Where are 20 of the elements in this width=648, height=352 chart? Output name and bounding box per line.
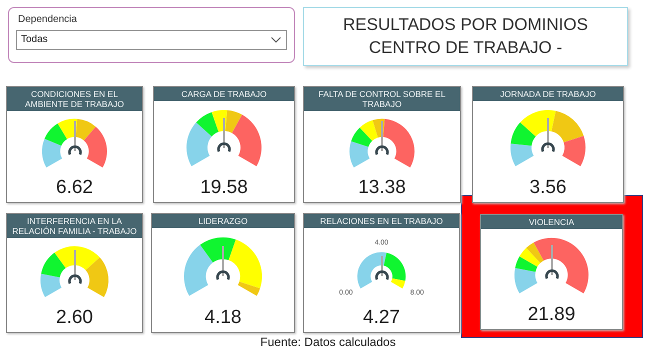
text: 19.58 <box>199 176 249 200</box>
text: 2.60 <box>55 306 94 330</box>
text: 4.27 <box>362 306 401 330</box>
text: 13.38 <box>357 176 407 200</box>
text: Dependencia <box>18 14 77 25</box>
text: 6.62 <box>55 176 94 200</box>
chart-title: RELACIONES EN EL TRABAJO <box>304 214 459 228</box>
text: 21.89 <box>526 303 576 327</box>
chart-title: CARGA DE TRABAJO <box>154 87 294 101</box>
chart-title: LIDERAZGO <box>152 214 294 228</box>
chart-title: FALTA DE CONTROL SOBRE EL TRABAJO <box>304 87 460 111</box>
text: RESULTADOS POR DOMINIOS CENTRO DE TRABAJO - <box>303 7 628 66</box>
chart-title: JORNADA DE TRABAJO <box>473 87 623 101</box>
source-note: Fuente: Datos calculados <box>259 335 397 349</box>
text: 3.56 <box>528 176 568 200</box>
text: Todas <box>21 34 48 45</box>
chart-title: CONDICIONES EN EL AMBIENTE DE TRABAJO <box>7 87 142 111</box>
chart-title: INTERFERENCIA EN LA RELACIÓN FAMILIA - TRABAJO <box>7 214 142 238</box>
text: 4.18 <box>204 306 242 330</box>
chart-title: VIOLENCIA <box>481 215 622 229</box>
